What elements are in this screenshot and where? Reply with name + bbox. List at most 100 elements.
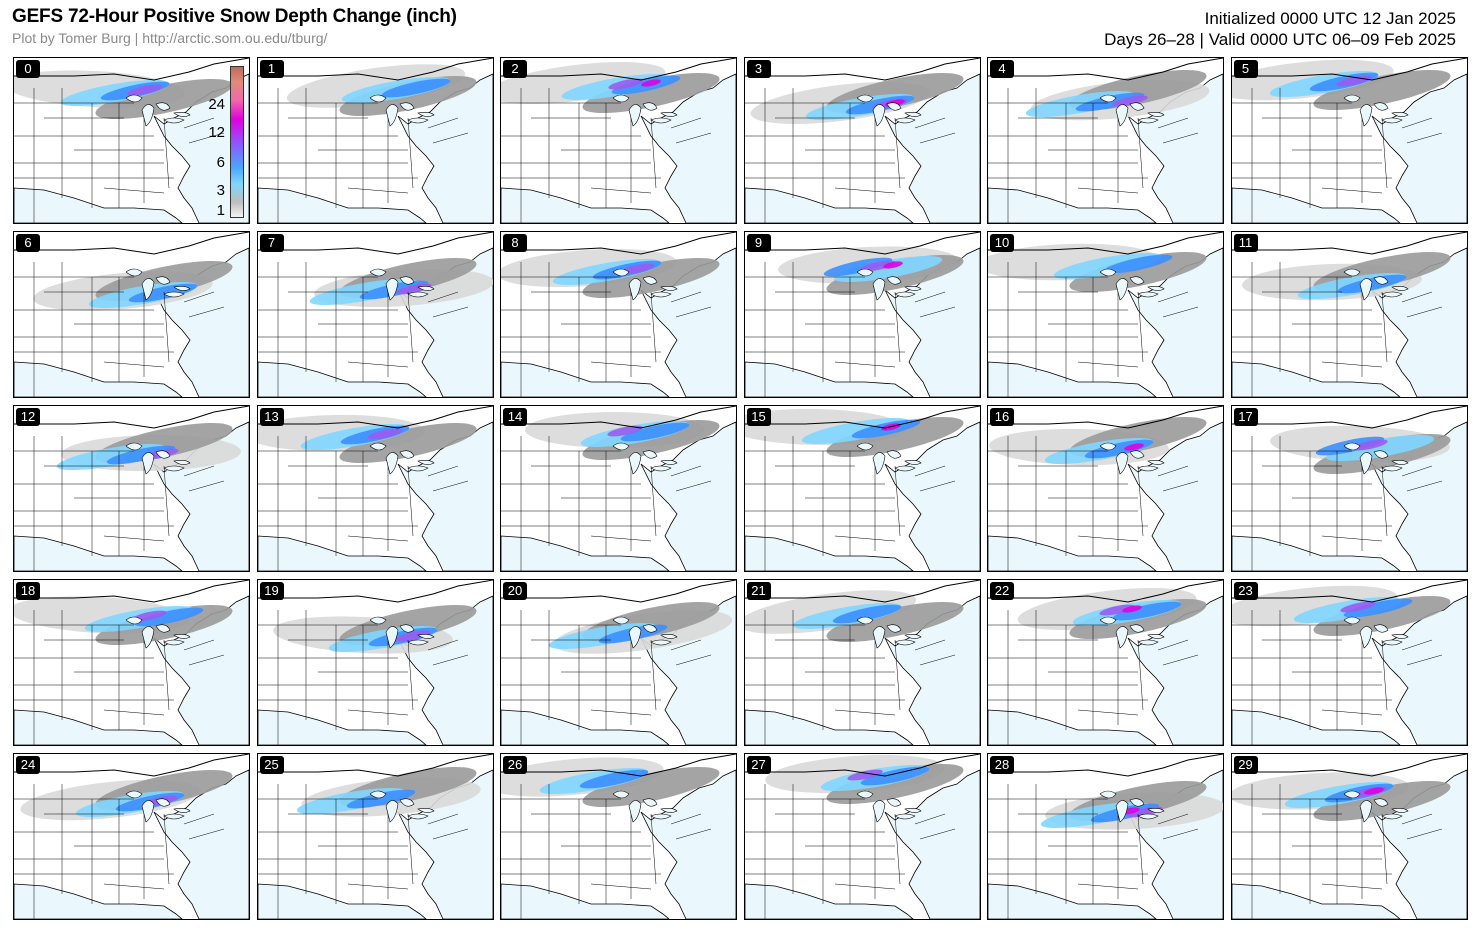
member-panel-10: 10 [987,231,1224,398]
great-lakes [1099,616,1165,649]
member-number-badge: 15 [746,408,771,426]
state-border [1162,306,1199,318]
member-number-badge: 12 [16,408,40,426]
state-border [1162,132,1199,144]
state-border [407,117,413,189]
snow-contour-purple [127,84,163,96]
member-number-badge: 9 [746,234,771,252]
state-border [188,654,225,666]
state-border [1381,813,1387,885]
gulf-of-mexico [988,883,1157,919]
snow-map [501,406,736,571]
state-border [1162,654,1199,666]
state-border [919,654,955,666]
snow-map [988,58,1223,223]
member-number-badge: 24 [16,756,40,774]
member-number-badge: 8 [503,234,527,252]
canada-border [744,754,980,777]
member-number-badge: 23 [1233,582,1258,600]
state-border [894,813,900,885]
canada-border [14,406,249,429]
member-panel-9: 9 [743,231,981,398]
state-border [1157,117,1189,129]
gulf-of-mexico [14,187,183,223]
snow-contour-purple [366,428,403,440]
state-border [432,828,468,840]
state-border [407,291,413,363]
state-border [1406,306,1442,318]
snow-map [744,232,980,397]
state-border [407,639,413,711]
state-border [103,535,165,542]
gulf-of-mexico [988,361,1157,397]
canada-border [501,754,736,777]
member-number-badge: 10 [990,234,1014,252]
gulf-of-mexico [988,709,1157,745]
colorbar [230,66,244,218]
canada-border [501,232,736,255]
gulf-of-mexico [14,535,183,571]
canada-border [257,754,493,777]
state-border [670,465,702,477]
state-border [1401,639,1432,651]
state-border [650,813,657,885]
canada-border [744,58,980,81]
great-lakes [1099,790,1165,823]
state-border [914,813,945,825]
gulf-of-mexico [257,361,427,397]
colorbar-label: 3 [216,182,225,199]
great-lakes [125,442,191,475]
snow-contour-purple [607,425,643,437]
snow-contour-blue [832,604,901,624]
state-border [590,361,652,368]
state-border [675,480,712,492]
gulf-of-mexico [1231,361,1401,397]
member-panel-3: 3 [743,57,981,224]
member-panel-2: 2 [500,57,737,224]
gulf-of-mexico [744,883,914,919]
snow-map [744,406,980,571]
state-border [834,535,895,542]
member-number-badge: 14 [503,408,527,426]
member-number-badge: 6 [16,234,40,252]
great-lakes [612,94,678,127]
member-panel-26: 26 [500,753,737,920]
gulf-of-mexico [988,535,1157,571]
snow-map [744,580,980,745]
state-border [675,654,712,666]
member-number-badge: 20 [503,582,527,600]
gulf-of-mexico [257,187,427,223]
atlantic-ocean [640,421,736,571]
state-border [650,465,657,537]
snow-map [257,754,493,919]
snow-contour-cyan [833,255,942,283]
member-panel-1: 1 [256,57,494,224]
atlantic-ocean [884,421,980,571]
state-border [834,361,895,368]
state-border [1162,480,1199,492]
member-number-badge: 3 [746,60,771,78]
state-border [1406,132,1442,144]
state-border [1321,361,1382,368]
atlantic-ocean [1127,247,1223,397]
member-panel-20: 20 [500,579,737,746]
state-border [1321,187,1382,194]
canada-border [257,58,493,81]
gulf-of-mexico [988,187,1157,223]
great-lakes [856,268,922,301]
state-border [1162,828,1199,840]
atlantic-ocean [153,73,249,223]
state-border [163,639,170,711]
snow-contour-gray [1312,596,1451,636]
snow-contour-blue [620,422,690,442]
member-panel-15: 15 [743,405,981,572]
great-lakes [369,616,435,649]
state-border [1077,709,1139,716]
snow-contour-magenta [641,79,661,87]
member-panel-17: 17 [1230,405,1468,572]
state-border [1381,117,1387,189]
state-border [103,883,165,890]
member-number-badge: 5 [1233,60,1258,78]
gulf-of-mexico [14,709,183,745]
state-border [914,639,945,651]
